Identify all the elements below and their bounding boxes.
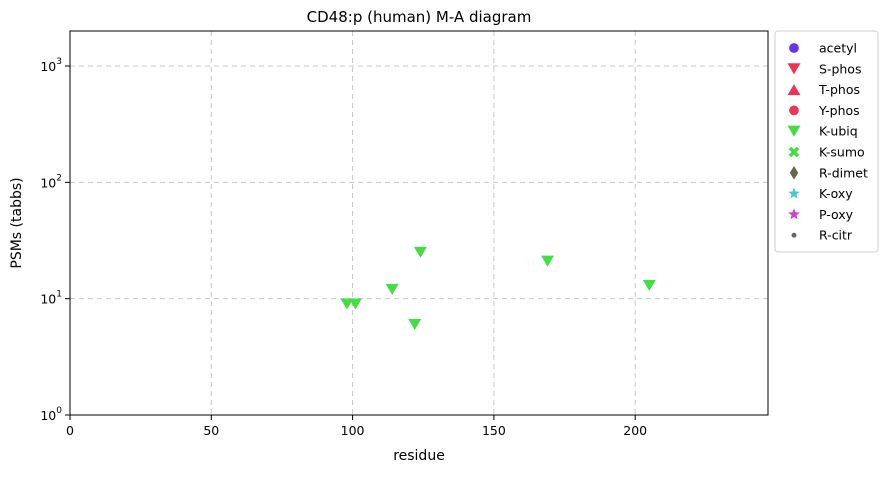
legend-marker (787, 63, 801, 75)
legend-entry: Y-phos (789, 103, 860, 118)
x-tick-label: 150 (482, 423, 506, 438)
legend-label: acetyl (819, 41, 857, 56)
legend-marker (789, 165, 799, 180)
legend-marker (788, 208, 800, 220)
legend-marker (788, 187, 800, 199)
legend-label: S-phos (819, 61, 861, 76)
legend-label: R-citr (819, 228, 853, 243)
data-point (385, 283, 399, 295)
legend-marker (791, 232, 797, 238)
data-point (541, 255, 555, 267)
y-tick-base: 10 (40, 59, 56, 74)
legend-entry: P-oxy (788, 207, 854, 222)
data-point (413, 246, 427, 258)
x-tick-label: 0 (66, 423, 74, 438)
y-tick-exponent: 0 (56, 406, 62, 416)
legend-entry: T-phos (787, 82, 860, 97)
legend-marker (789, 105, 799, 116)
legend-label: K-sumo (819, 145, 865, 160)
legend-label: Y-phos (818, 103, 860, 118)
y-tick-base: 10 (40, 175, 56, 190)
legend-label: P-oxy (819, 207, 854, 222)
x-tick-label: 50 (203, 423, 219, 438)
legend-label: T-phos (818, 82, 860, 97)
y-tick-exponent: 2 (56, 173, 62, 183)
legend-label: K-ubiq (819, 124, 858, 139)
y-tick-base: 10 (40, 292, 56, 307)
x-tick-label: 100 (341, 423, 365, 438)
legend-label: R-dimet (819, 165, 868, 180)
legend-entry: K-sumo (788, 145, 865, 160)
legend-entry: R-dimet (789, 165, 868, 180)
grid-layer (70, 31, 768, 415)
legend-label: K-oxy (819, 186, 853, 201)
legend: acetyl S-phos T-phos Y-phos K-ubiq K-sumo R-di… (774, 30, 879, 253)
data-point (348, 298, 362, 310)
x-axis-label: residue (393, 448, 445, 464)
y-tick-base: 10 (40, 408, 56, 423)
y-tick-exponent: 3 (56, 57, 62, 67)
x-tick-label: 200 (623, 423, 647, 438)
plot-frame (69, 30, 769, 416)
legend-marker (788, 146, 800, 158)
y-tick-label: 101 (40, 290, 62, 307)
legend-marker (787, 84, 801, 96)
points-layer (340, 246, 656, 331)
chart-title: CD48:p (human) M-A diagram (307, 8, 532, 26)
legend-marker (789, 43, 799, 53)
legend-entry: K-ubiq (787, 124, 858, 139)
y-tick-label: 100 (40, 406, 62, 423)
legend-entry: S-phos (787, 61, 861, 76)
legend-marker (787, 125, 801, 137)
legend-box (774, 30, 879, 253)
legend-entry: K-oxy (788, 186, 853, 201)
y-axis-label: PSMs (tabbs) (9, 177, 25, 268)
y-tick-label: 102 (40, 173, 62, 190)
legend-entry: acetyl (789, 41, 857, 56)
data-point (408, 318, 422, 331)
data-point (340, 298, 354, 310)
legend-entry: R-citr (791, 228, 853, 243)
data-point (642, 279, 656, 291)
y-tick-exponent: 1 (56, 290, 62, 300)
y-tick-label: 103 (40, 57, 62, 74)
